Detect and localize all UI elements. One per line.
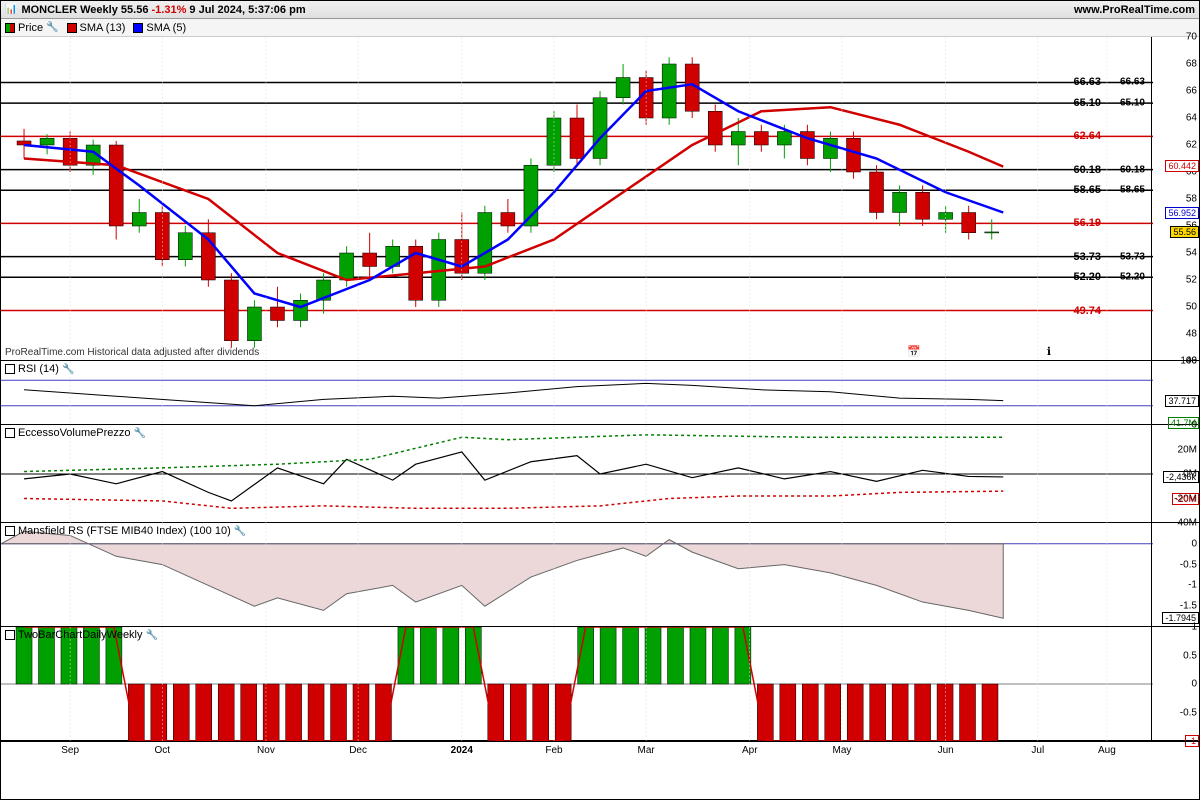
wrench-icon[interactable]: 🔧 [46, 22, 58, 33]
rsi-panel[interactable]: 010037.717RSI (14)🔧 [1, 361, 1199, 425]
mansfield-panel[interactable]: -1.5-1-0.50-1.7945Mansfield RS (FTSE MIB… [1, 523, 1199, 627]
x-axis: SepOctNovDec2024FebMarAprMayJunJulAug [1, 741, 1199, 761]
twobar-panel[interactable]: -0.500.51-1TwoBarChartDailyWeekly🔧 [1, 627, 1199, 741]
website-label: www.ProRealTime.com [1074, 4, 1195, 16]
chart-window: 📊 MONCLER Weekly 55.56 -1.31% 9 Jul 2024… [0, 0, 1200, 800]
legend-price: Price 🔧 [5, 22, 59, 34]
evp-panel[interactable]: -40M-20M0M20M41.7M-2,436k-20MEccessoVolu… [1, 425, 1199, 523]
price-panel[interactable]: 66.6366.6365.1065.1060.1860.1858.6558.65… [1, 37, 1199, 361]
legend-sma5: SMA (5) [133, 22, 186, 34]
title-text: MONCLER Weekly 55.56 -1.31% 9 Jul 2024, … [21, 4, 305, 16]
title-bar: 📊 MONCLER Weekly 55.56 -1.31% 9 Jul 2024… [1, 1, 1199, 19]
main-legend: Price 🔧 SMA (13) SMA (5) [1, 19, 1199, 37]
legend-sma13: SMA (13) [67, 22, 126, 34]
chart-icon: 📊 [5, 4, 17, 15]
